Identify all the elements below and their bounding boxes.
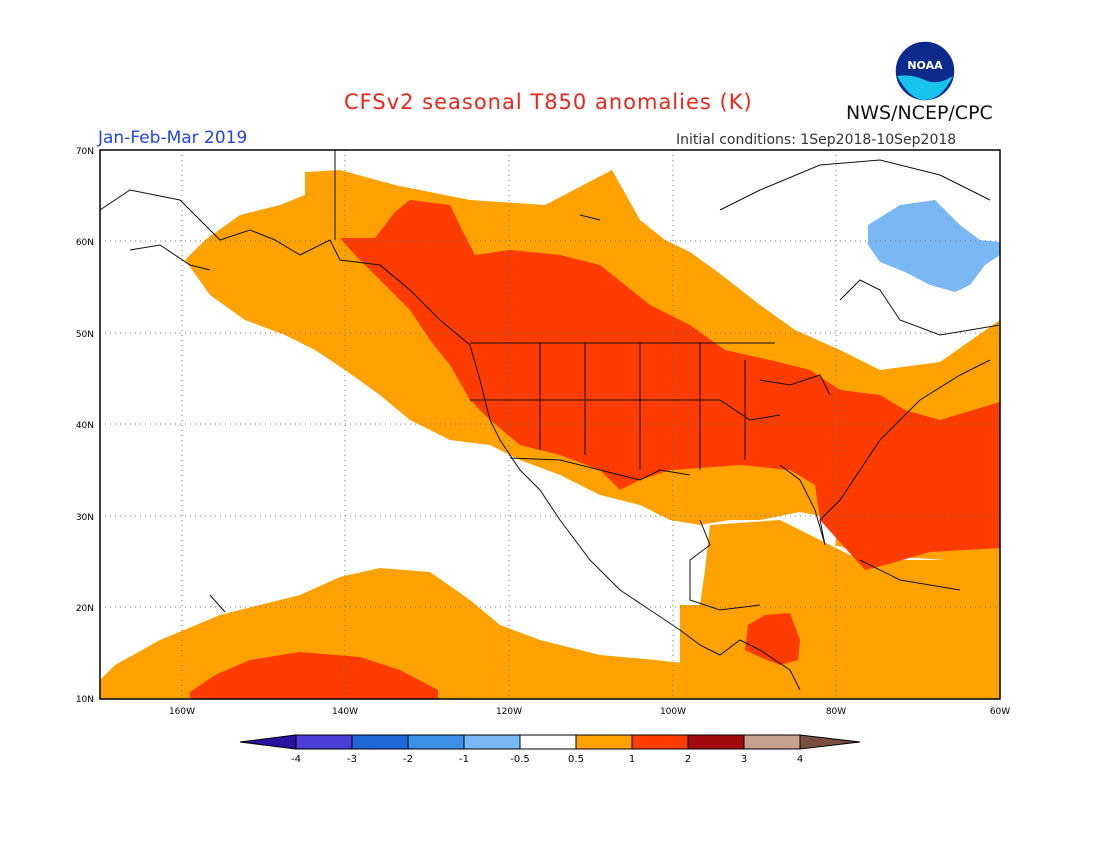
lat-labels: 70N 60N 50N 40N 30N 20N 10N <box>76 147 94 705</box>
anomaly-region-blue-labrador <box>868 200 1000 292</box>
lat-label: 10N <box>76 695 94 705</box>
coastlines <box>100 150 1000 691</box>
colorbar-cell <box>743 734 801 750</box>
colorbar-label: -0.5 <box>510 754 530 765</box>
colorbar-low-arrow <box>239 734 297 750</box>
colorbar-cell <box>631 734 689 750</box>
colorbar-cell <box>407 734 465 750</box>
lon-labels: 160W 140W 120W 100W 80W 60W <box>169 707 1010 717</box>
colorbar-cell <box>687 734 745 750</box>
lon-label: 140W <box>332 707 358 717</box>
lat-label: 30N <box>76 513 94 523</box>
colorbar-cell <box>351 734 409 750</box>
map-frame <box>99 149 1001 700</box>
colorbar <box>239 734 861 750</box>
lon-label: 80W <box>826 707 846 717</box>
map-title: CFSv2 seasonal T850 anomalies (K) <box>344 90 753 114</box>
lon-label: 120W <box>496 707 522 717</box>
anomaly-region-red-continent <box>340 200 1000 570</box>
colorbar-cell <box>575 734 633 750</box>
noaa-logo: NOAA <box>894 40 956 102</box>
lat-label: 50N <box>76 330 94 340</box>
colorbar-high-arrow <box>799 734 861 750</box>
anomaly-fields <box>100 170 1000 699</box>
forecast-period: Jan-Feb-Mar 2019 <box>98 128 248 148</box>
colorbar-label: -3 <box>347 754 357 765</box>
colorbar-cell <box>295 734 353 750</box>
lat-label: 70N <box>76 147 94 157</box>
lon-label: 160W <box>169 707 195 717</box>
initial-conditions: Initial conditions: 1Sep2018-10Sep2018 <box>676 132 957 148</box>
colorbar-cell <box>519 734 577 750</box>
lon-label: 60W <box>990 707 1010 717</box>
colorbar-label: -4 <box>291 754 301 765</box>
noaa-logo-text: NOAA <box>907 59 943 72</box>
gridlines <box>100 150 1000 699</box>
colorbar-label: 1 <box>629 754 635 765</box>
colorbar-label: 2 <box>685 754 691 765</box>
colorbar-label: 3 <box>741 754 747 765</box>
colorbar-labels: -4 -3 -2 -1 -0.5 0.5 1 2 3 4 <box>291 754 803 765</box>
lon-label: 100W <box>660 707 686 717</box>
lat-label: 60N <box>76 238 94 248</box>
anomaly-region-red-central-america <box>745 613 800 665</box>
colorbar-label: -2 <box>403 754 413 765</box>
lat-label: 20N <box>76 604 94 614</box>
lat-label: 40N <box>76 421 94 431</box>
colorbar-cell <box>463 734 521 750</box>
colorbar-label: 0.5 <box>568 754 584 765</box>
colorbar-label: -1 <box>459 754 469 765</box>
agency-label: NWS/NCEP/CPC <box>846 102 993 124</box>
colorbar-label: 4 <box>797 754 803 765</box>
anomaly-region-red-pacific <box>190 652 438 699</box>
